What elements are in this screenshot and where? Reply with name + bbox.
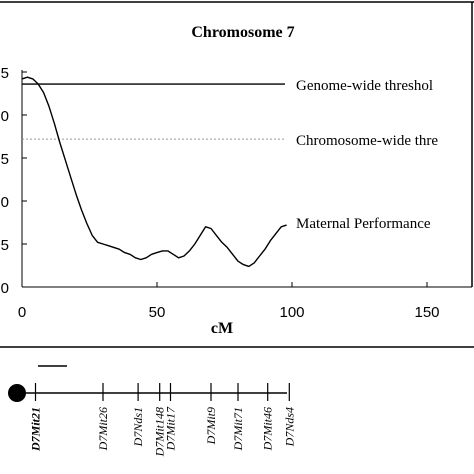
chromosome-map <box>8 365 287 402</box>
threshold-lines: Genome-wide threshol Chromosome-wide thre <box>22 78 438 149</box>
marker-label: D7Mit46 <box>261 407 275 451</box>
marker-label: D7Mit148 <box>153 407 167 457</box>
marker-label: D7Nds1 <box>131 407 145 447</box>
marker-label: D7Mit71 <box>231 407 245 451</box>
x-axis-ticks: 0 50 100 150 <box>18 282 440 321</box>
lod-series: Maternal Performance <box>21 76 431 268</box>
marker-label: D7Mit21 <box>29 407 43 452</box>
x-axis-label: cM <box>211 320 233 337</box>
threshold-label: Genome-wide threshol <box>296 78 433 94</box>
y-tick-label: 5 <box>1 65 9 82</box>
x-tick-label: 100 <box>279 304 304 321</box>
marker-label: D7Mit26 <box>96 407 110 451</box>
x-tick-label: 0 <box>18 304 26 321</box>
series-line <box>21 76 287 268</box>
chart-title: Chromosome 7 <box>191 24 294 41</box>
marker-label: D7Mit9 <box>204 407 218 445</box>
y-tick-label: 0 <box>1 280 9 297</box>
y-tick-label: 0 <box>1 194 9 211</box>
series-label: Maternal Performance <box>296 216 431 232</box>
x-tick-label: 150 <box>414 304 439 321</box>
marker-label: D7Mit17 <box>164 406 178 451</box>
x-tick-label: 50 <box>149 304 166 321</box>
y-axis-ticks: 0 5 0 5 0 5 <box>1 65 27 297</box>
y-tick-label: 5 <box>1 151 9 168</box>
y-tick-label: 5 <box>1 237 9 254</box>
y-tick-label: 0 <box>1 108 9 125</box>
marker-label: D7Nds4 <box>282 407 296 447</box>
threshold-label: Chromosome-wide thre <box>296 133 438 149</box>
